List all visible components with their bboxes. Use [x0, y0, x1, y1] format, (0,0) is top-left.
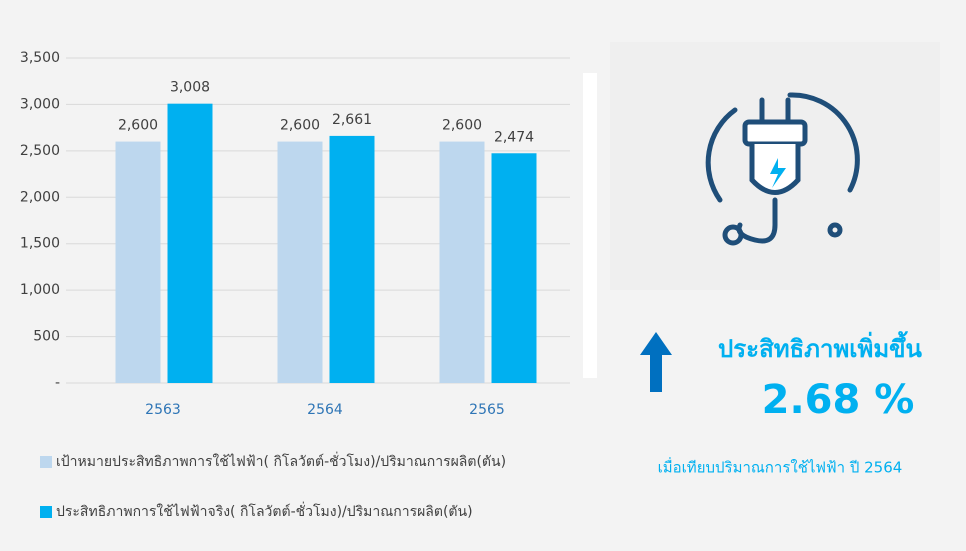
- x-tick-label: 2564: [307, 402, 343, 418]
- bar: [277, 141, 323, 383]
- y-tick-label: 2,500: [20, 143, 60, 159]
- percent: 2.68 %: [762, 377, 915, 423]
- y-tick-label: 3,500: [20, 50, 60, 66]
- value-label: 2,661: [332, 112, 372, 128]
- value-label: 2,600: [442, 118, 482, 134]
- legend-swatch: [40, 506, 52, 518]
- x-tick-label: 2565: [469, 402, 505, 418]
- y-tick-label: 500: [33, 329, 60, 345]
- y-tick-label: 2,000: [20, 189, 60, 205]
- value-label: 3,008: [170, 80, 210, 96]
- legend-label: ประสิทธิภาพการใช้ไฟฟ้าจริง( กิโลวัตต์-ชั…: [56, 502, 473, 520]
- bar: [329, 135, 375, 383]
- note: เมื่อเทียบปริมาณการใช้ไฟฟ้า ปี 2564: [658, 457, 903, 477]
- x-tick-label: 2563: [145, 402, 181, 418]
- headline: ประสิทธิภาพเพิ่มขึ้น: [718, 330, 923, 363]
- legend-swatch: [40, 456, 52, 468]
- bolt: [770, 158, 786, 188]
- divider: [583, 73, 597, 378]
- bar: [439, 141, 485, 383]
- bar: [167, 103, 213, 383]
- y-tick-label: 1,000: [20, 282, 60, 298]
- y-tick-label: 3,000: [20, 96, 60, 112]
- y-tick-label: 1,500: [20, 236, 60, 252]
- value-label: 2,600: [280, 118, 320, 134]
- bar: [491, 153, 537, 383]
- bar: [115, 141, 161, 383]
- up-arrow: [640, 332, 672, 392]
- legend-label: เป้าหมายประสิทธิภาพการใช้ไฟฟ้า( กิโลวัตต…: [56, 452, 506, 470]
- value-label: 2,474: [494, 129, 534, 145]
- value-label: 2,600: [118, 118, 158, 134]
- y-tick-label: -: [55, 375, 60, 391]
